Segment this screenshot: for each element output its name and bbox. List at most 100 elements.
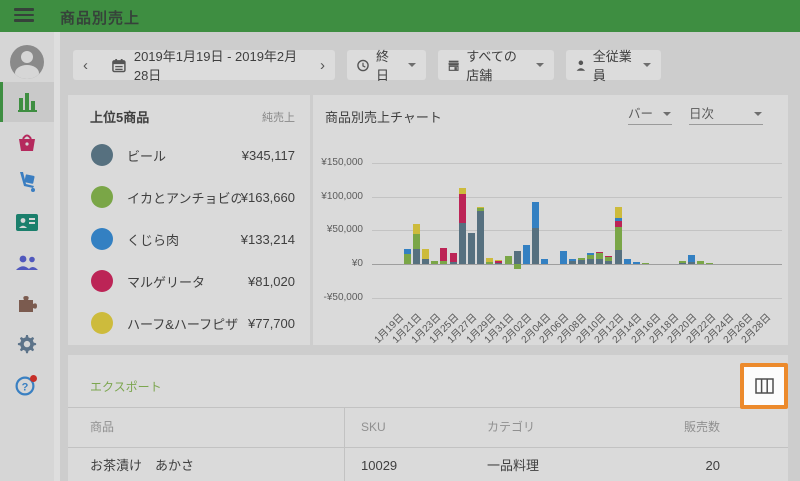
sidebar-item-employees[interactable] [0,243,54,283]
chevron-down-icon [536,63,544,67]
gridline [372,196,782,198]
chevron-down-icon [663,112,671,116]
bar-segment [486,257,494,262]
app-header: 商品別売上 [0,0,800,32]
bar-segment [596,259,604,264]
bar-segment [422,259,429,264]
bar-segment [614,249,622,264]
handtruck-icon [20,172,35,192]
prev-period-button[interactable]: ‹ [83,56,88,74]
y-axis-tick-label: ¥100,000 [321,190,363,202]
chevron-down-icon [754,112,762,116]
table-header-bottom-line [68,447,788,448]
table-header-top-line [68,407,788,408]
bar-segment [587,253,595,256]
series-color-dot [91,228,113,250]
top-items-title: 上位5商品 [90,110,150,125]
series-color-dot [91,144,113,166]
table-cell: 一品料理 [487,458,540,473]
bar-segment [458,188,466,195]
store-filter-dropdown[interactable]: すべての店舗 [438,49,554,83]
bar-segment [532,202,540,229]
next-period-button[interactable]: › [320,56,325,74]
series-color-dot [91,186,113,208]
bar-segment [605,257,613,262]
svg-text:?: ? [22,382,29,394]
bar-segment [614,220,622,227]
chart-period-value: 日次 [689,107,715,121]
bar-segment [596,253,604,260]
page-title: 商品別売上 [60,10,141,27]
bar-segment [477,210,484,264]
calendar-icon [112,58,126,72]
bar-segment [605,255,613,258]
bar-segment [513,251,521,264]
top-item-row: くじら肉 ¥133,214 [68,218,310,260]
sidebar-item-inventory[interactable] [0,161,54,201]
gear-icon [17,335,37,354]
sidebar-item-settings[interactable] [0,325,54,365]
series-color-dot [91,312,113,334]
sidebar-divider [54,32,60,481]
date-range-button[interactable]: 2019年1月19日 - 2019年2月28日 [133,49,298,83]
sales-chart-panel: 商品別売上チャート バー 日次 ¥150,000 ¥100,000 ¥50,000 ¥… [313,95,788,346]
top-item-row: ビール ¥345,117 [68,134,310,176]
bar-segment [568,259,576,261]
bar-segment [568,260,576,264]
bar-segment [440,260,448,264]
bar-segment [614,227,622,250]
bar-segment [605,261,613,264]
export-link[interactable]: エクスポート [90,380,162,394]
bar-segment [541,258,549,264]
chevron-down-icon [643,63,651,67]
chart-type-select[interactable]: バー [628,103,672,125]
top-items-list: ビール ¥345,117 イカとアンチョビの…¥163,660 くじら肉 ¥133,21… [68,134,310,344]
bar-segment [513,264,521,270]
hamburger-menu-icon[interactable] [14,8,34,24]
item-net-sales: ¥77,700 [248,315,295,331]
sidebar-item-account[interactable] [0,45,54,79]
bar-segment [486,262,494,264]
top-items-panel: 上位5商品 純売上 ビール¥345,117イカとアンチョビの…¥163,660く… [68,95,310,345]
chart-period-select[interactable]: 日次 [689,103,763,125]
sidebar-item-items[interactable] [0,122,54,162]
time-filter-dropdown[interactable]: 終日 [347,49,426,83]
store-icon [448,60,459,71]
bar-segment [431,261,439,264]
y-axis-tick-label: ¥0 [351,258,363,269]
sidebar-item-apps[interactable] [0,284,54,324]
gridline [372,297,782,299]
bar-segment [614,206,622,219]
item-net-sales: ¥81,020 [248,273,295,289]
table-cell: お茶漬け あかさ [90,458,195,473]
bar-segment [522,245,530,264]
item-net-sales: ¥163,660 [240,189,295,205]
time-filter-label: 終日 [376,49,390,83]
bar-segment [577,257,585,260]
bar-segment [642,262,650,264]
sidebar-item-help[interactable]: ? [0,365,54,405]
gridline [372,163,782,164]
table-column-divider [344,407,345,481]
gridline [372,230,782,232]
bar-segment [458,222,466,264]
bar-segment [587,258,595,264]
bar-segment [495,260,503,262]
y-axis-tick-label: -¥50,000 [323,291,363,303]
contact-card-icon [16,213,38,231]
top-item-row: ハーフ&ハーフピザ ¥77,700 [68,302,310,344]
employee-filter-dropdown[interactable]: 全従業員 [566,49,661,83]
bar-segment [706,262,714,264]
item-name: くじら肉 [127,232,180,248]
clock-icon [357,59,369,71]
sidebar-item-customers[interactable] [0,202,54,242]
table-column-header: SKU [361,420,386,434]
sidebar-item-reports[interactable] [0,82,54,122]
bar-chart-icon [17,93,37,112]
table-cell: 20 [705,458,720,473]
basket-icon [19,134,35,151]
columns-toggle-button[interactable] [740,363,788,409]
item-name: ハーフ&ハーフピザ [127,316,239,332]
bar-segment [687,255,695,262]
series-color-dot [91,270,113,292]
